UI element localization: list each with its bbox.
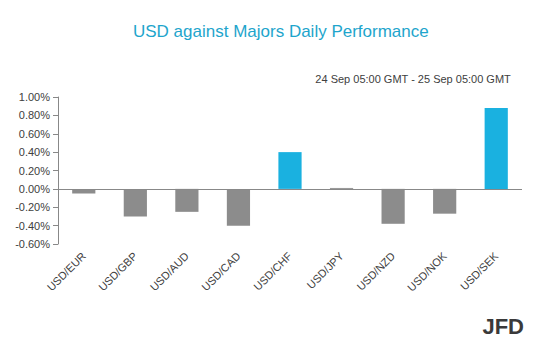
svg-text:USD/NZD: USD/NZD: [354, 250, 397, 293]
svg-text:-0.20%: -0.20%: [15, 201, 50, 213]
svg-text:USD/AUD: USD/AUD: [148, 250, 191, 293]
svg-text:0.00%: 0.00%: [19, 183, 50, 195]
svg-text:0.40%: 0.40%: [19, 146, 50, 158]
svg-text:USD/CAD: USD/CAD: [199, 250, 242, 293]
svg-text:-0.60%: -0.60%: [15, 238, 50, 250]
svg-text:1.00%: 1.00%: [19, 91, 50, 103]
svg-text:USD/CHF: USD/CHF: [251, 250, 294, 293]
svg-text:USD/GBP: USD/GBP: [96, 250, 139, 293]
svg-text:USD/JPY: USD/JPY: [305, 249, 347, 291]
svg-text:-0.40%: -0.40%: [15, 220, 50, 232]
svg-text:0.20%: 0.20%: [19, 165, 50, 177]
svg-text:JFD: JFD: [482, 314, 524, 339]
svg-text:0.60%: 0.60%: [19, 128, 50, 140]
svg-text:24 Sep 05:00 GMT - 25 Sep 05:0: 24 Sep 05:00 GMT - 25 Sep 05:00 GMT: [315, 73, 511, 85]
svg-text:0.80%: 0.80%: [19, 109, 50, 121]
svg-text:USD/EUR: USD/EUR: [45, 250, 88, 293]
svg-text:USD against Majors Daily Perfo: USD against Majors Daily Performance: [133, 22, 429, 41]
svg-text:USD/SEK: USD/SEK: [458, 249, 501, 292]
svg-text:USD/NOK: USD/NOK: [405, 249, 449, 293]
